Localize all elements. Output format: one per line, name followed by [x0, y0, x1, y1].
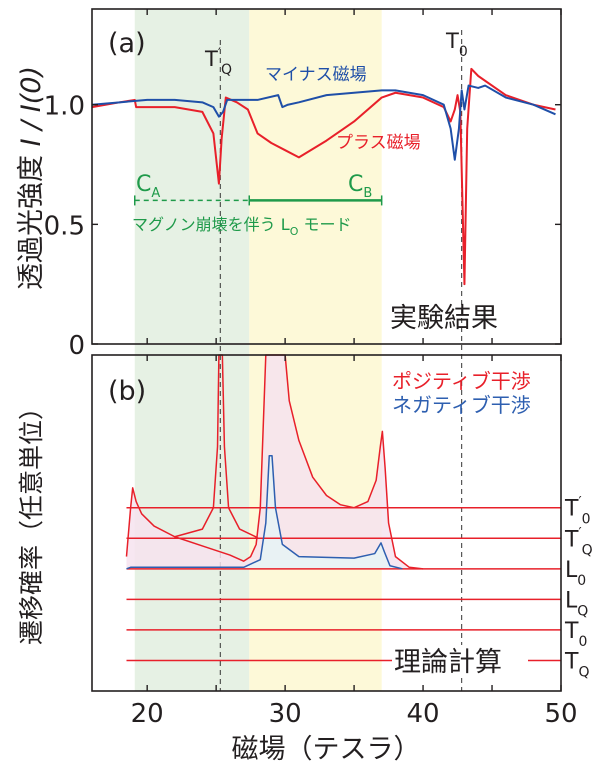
panel-a-label: (a)	[108, 28, 146, 59]
positive-interference-label: ポジティブ干渉	[392, 369, 531, 393]
y-tick-label: 0.5	[44, 211, 85, 241]
y-axis-label-b: 遷移確率（任意単位）	[17, 395, 46, 645]
tq-prime-label: T′Q	[204, 46, 232, 78]
plus-field-label: プラス磁場	[336, 133, 421, 153]
mode-label: マグノン崩壊を伴う LO モード	[132, 215, 351, 238]
t0-label: T0	[445, 29, 468, 60]
series-fill-b	[126, 355, 424, 569]
level-label: T′Q	[564, 525, 593, 558]
panel-b-label: (b)	[108, 376, 146, 407]
x-tick-label: 40	[407, 699, 440, 729]
cb-label: CB	[348, 172, 372, 201]
negative-interference-label: ネガティブ干渉	[392, 393, 531, 417]
level-label: L0	[565, 558, 586, 589]
minus-field-label: マイナス磁場	[265, 65, 367, 85]
experiment-result-label: 実験結果	[390, 303, 498, 334]
plot-marks	[91, 30, 561, 691]
series-line-a	[91, 84, 556, 161]
series-fill-b	[126, 455, 403, 569]
theory-label: 理論計算	[394, 647, 502, 678]
axis-ticks: 20 30 40 50 0 0.5 1.0	[44, 9, 578, 729]
theory-label-bg	[392, 645, 528, 675]
y-tick-label: 0	[68, 331, 85, 361]
level-label: T0	[564, 619, 587, 650]
region-cb	[249, 9, 382, 691]
x-tick-label: 30	[269, 699, 302, 729]
region-ca	[134, 9, 250, 691]
level-label: LQ	[565, 588, 588, 619]
panel-b-frame	[91, 354, 562, 692]
level-label: TQ	[564, 649, 589, 680]
x-tick-label: 50	[544, 699, 577, 729]
y-tick-label: 1.0	[44, 92, 85, 122]
series-line-a	[91, 67, 556, 286]
ca-label: CA	[136, 172, 160, 201]
series-line-b	[126, 455, 403, 570]
level-label: T′0	[564, 495, 591, 528]
background-regions	[134, 9, 382, 691]
x-tick-label: 20	[131, 699, 164, 729]
panel-a-frame	[91, 8, 562, 345]
y-axis-label-a: 透過光強度 I / I(0)	[16, 66, 47, 290]
x-axis-label: 磁場（テスラ）	[232, 734, 421, 765]
